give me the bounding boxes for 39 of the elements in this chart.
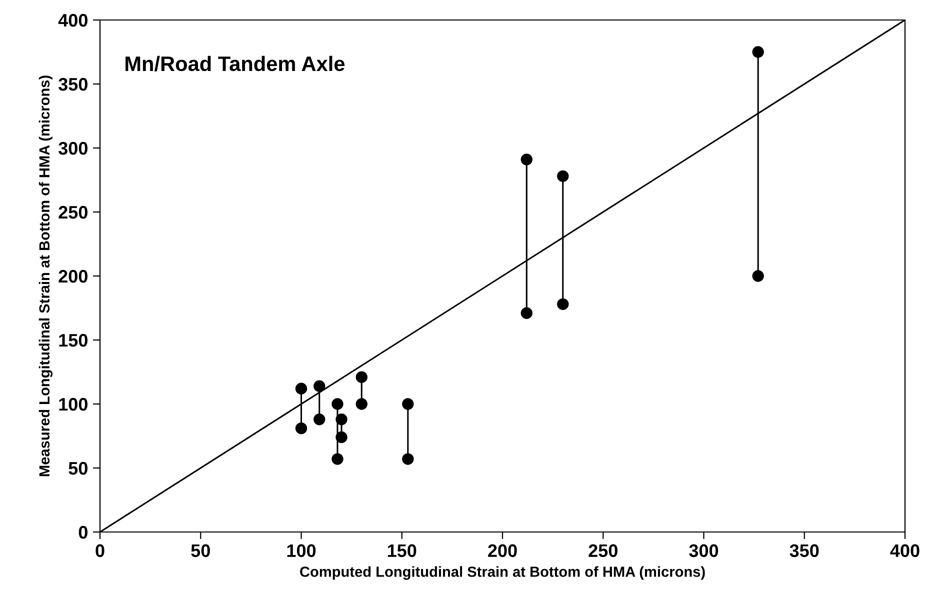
- x-tick-label: 200: [488, 544, 517, 558]
- point: [752, 46, 764, 58]
- point: [295, 422, 308, 434]
- x-tick-label: 250: [588, 544, 618, 558]
- y-tick-label: 250: [58, 206, 88, 219]
- point: [336, 414, 348, 426]
- y-tick-label: 0: [78, 526, 88, 539]
- x-tick-label: 400: [890, 544, 920, 558]
- point: [356, 398, 368, 410]
- point: [520, 307, 532, 319]
- point: [402, 453, 414, 465]
- y-tick-label: 200: [58, 270, 88, 283]
- x-tick-label: 350: [790, 544, 819, 558]
- point: [336, 431, 348, 444]
- point: [314, 380, 326, 392]
- point: [314, 414, 326, 426]
- point: [356, 371, 368, 383]
- point: [752, 270, 764, 282]
- y-tick-label: 400: [58, 14, 88, 27]
- point: [557, 170, 569, 182]
- point: [332, 453, 344, 465]
- point: [557, 298, 569, 310]
- x-tick-label: 50: [191, 544, 210, 558]
- point: [332, 398, 344, 410]
- point: [402, 398, 414, 410]
- point: [520, 154, 532, 166]
- x-axis-title: Computed Longitudinal Strain at Bottom of HMA (microns): [300, 566, 705, 580]
- point: [295, 382, 308, 394]
- x-tick-label: 0: [96, 544, 104, 558]
- y-axis-title: Measured Longitudinal Strain at Bottom of HMA (microns): [38, 76, 53, 476]
- y-tick-label: 50: [68, 462, 88, 475]
- x-tick-label: 100: [287, 544, 316, 558]
- y-tick-label: 100: [59, 398, 88, 411]
- y-tick-label: 300: [58, 142, 88, 155]
- text: Mn/Road Tandem Axle: [126, 56, 345, 72]
- x-tick-label: 300: [689, 544, 718, 558]
- x-tick-label: 150: [388, 544, 416, 558]
- y-tick-label: 350: [58, 78, 88, 91]
- y-tick-label: 150: [59, 334, 88, 347]
